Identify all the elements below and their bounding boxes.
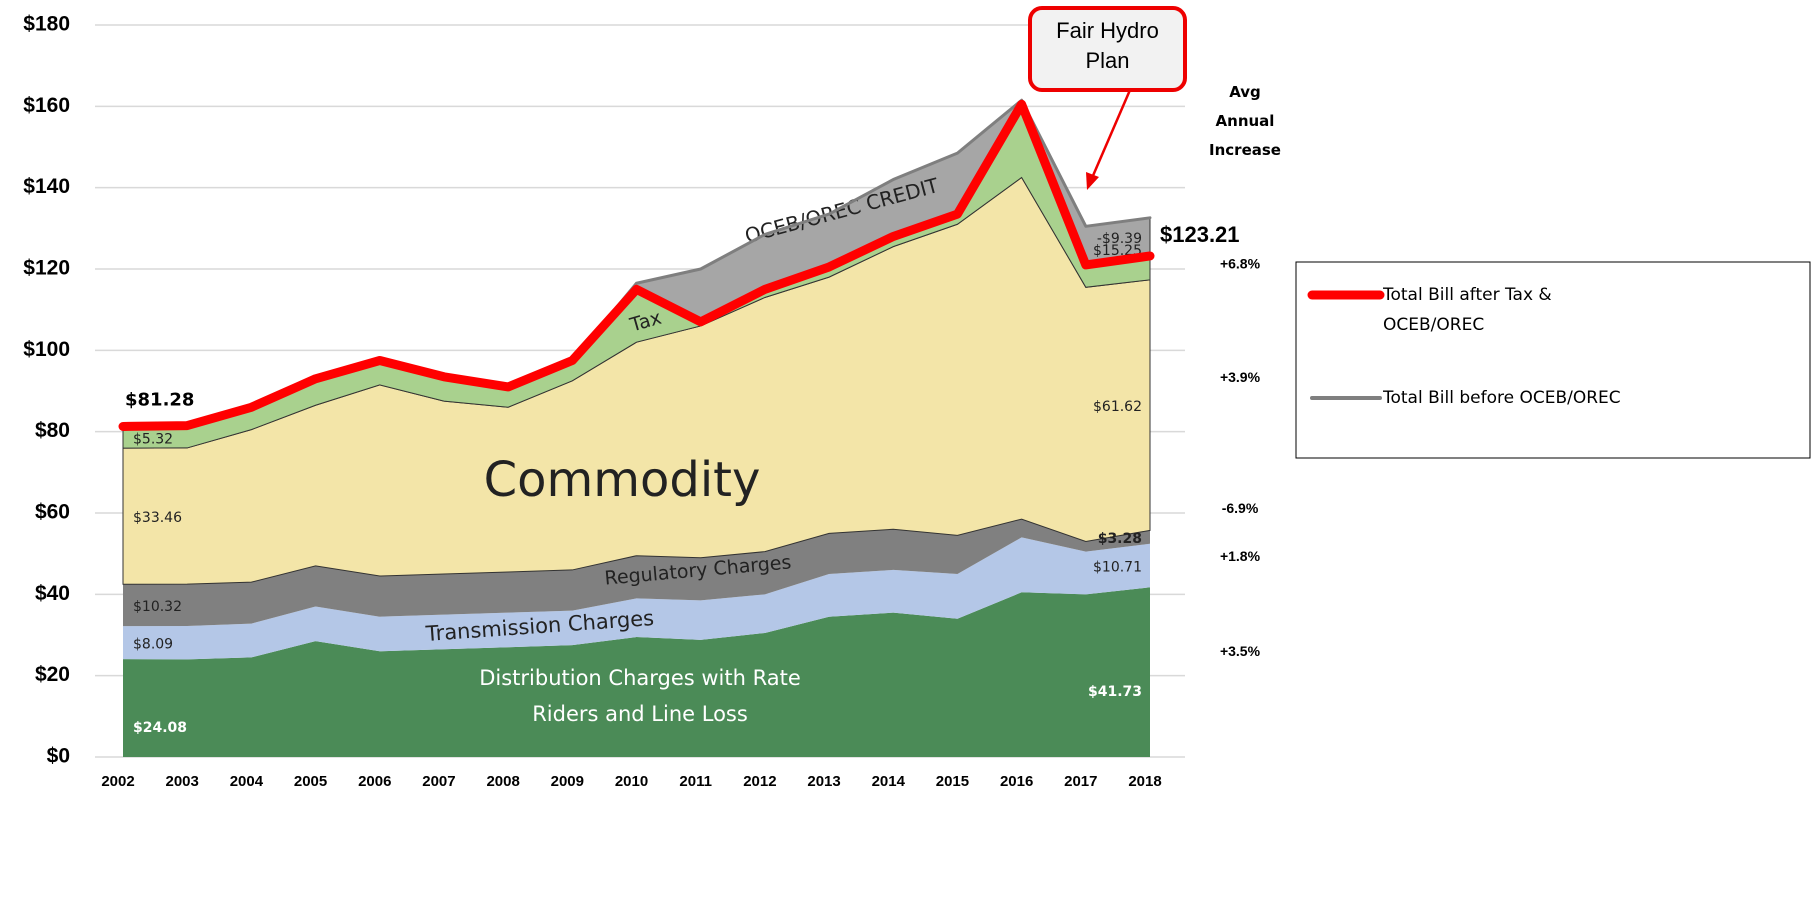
avg-increase: -6.9% <box>1222 500 1259 516</box>
avg-increase-title-box: Avg Annual Increase <box>1209 83 1281 159</box>
value-label: $3.28 <box>1098 531 1142 547</box>
line-label: $81.28 <box>125 389 194 410</box>
callout-text-box: Fair Hydro Plan <box>1056 18 1159 73</box>
legend-label-box: Total Bill before OCEB/OREC <box>1383 388 1621 408</box>
x-tick-label: 2003 <box>166 773 199 790</box>
area <box>123 519 1150 627</box>
y-tick-label: $80 <box>35 419 70 442</box>
x-tick-label: 2014 <box>872 773 906 790</box>
y-tick-label: $120 <box>23 257 70 280</box>
value-label: $33.46 <box>133 510 182 526</box>
x-tick-label: 2013 <box>807 773 840 790</box>
value-label: $8.09 <box>133 637 173 653</box>
value-label: -$9.39 <box>1097 231 1142 247</box>
x-tick-label: 2007 <box>422 773 455 790</box>
total-line <box>118 99 1155 431</box>
avg-increase: +3.9% <box>1220 369 1261 385</box>
callout-box <box>1028 6 1187 92</box>
y-tick-label: $20 <box>35 663 70 686</box>
y-tick-label: $40 <box>35 582 70 605</box>
y-tick-label: $180 <box>23 13 70 36</box>
y-tick-label: $140 <box>23 175 70 198</box>
legend-label: Total Bill after Tax & OCEB/OREC <box>1383 285 1552 335</box>
x-tick-label: 2004 <box>230 773 264 790</box>
legend-label-box: Total Bill after Tax & OCEB/OREC <box>1383 285 1552 335</box>
avg-increase: +6.8% <box>1220 256 1261 272</box>
x-tick-label: 2017 <box>1064 773 1097 790</box>
avg-increase-title: Avg Annual Increase <box>1209 83 1281 159</box>
value-label: $5.32 <box>133 431 173 447</box>
area-name-box: Distribution Charges with Rate Riders an… <box>479 666 801 726</box>
x-tick-label: 2010 <box>615 773 648 790</box>
area-name: Distribution Charges with Rate Riders an… <box>479 666 801 726</box>
area-name: Commodity <box>484 452 761 508</box>
x-tick-label: 2012 <box>743 773 776 790</box>
y-tick-label: $160 <box>23 94 70 117</box>
y-tick-label: $0 <box>47 745 70 768</box>
avg-increase: +1.8% <box>1220 548 1261 564</box>
x-tick-label: 2011 <box>679 773 712 790</box>
x-tick-label: 2006 <box>358 773 391 790</box>
area <box>122 176 1151 585</box>
area <box>123 587 1150 757</box>
x-tick-label: 2016 <box>1000 773 1033 790</box>
value-label: $61.62 <box>1093 399 1142 415</box>
value-label: $10.71 <box>1093 560 1142 576</box>
callout-arrowhead <box>1086 172 1099 190</box>
avg-increase: +3.5% <box>1220 643 1261 659</box>
x-tick-label: 2018 <box>1128 773 1161 790</box>
line-label: $123.21 <box>1160 222 1240 247</box>
value-label: $10.32 <box>133 599 182 615</box>
x-tick-label: 2005 <box>294 773 327 790</box>
y-tick-label: $60 <box>35 501 70 524</box>
value-label: $41.73 <box>1088 684 1142 700</box>
y-tick-label: $100 <box>23 338 70 361</box>
x-tick-label: 2009 <box>551 773 584 790</box>
x-tick-label: 2008 <box>486 773 519 790</box>
value-label: $24.08 <box>133 720 187 736</box>
callout-text: Fair Hydro Plan <box>1056 18 1159 73</box>
callout-arrow <box>1090 89 1132 179</box>
x-tick-label: 2002 <box>101 773 134 790</box>
legend-label: Total Bill before OCEB/OREC <box>1383 388 1621 408</box>
x-tick-label: 2015 <box>936 773 969 790</box>
